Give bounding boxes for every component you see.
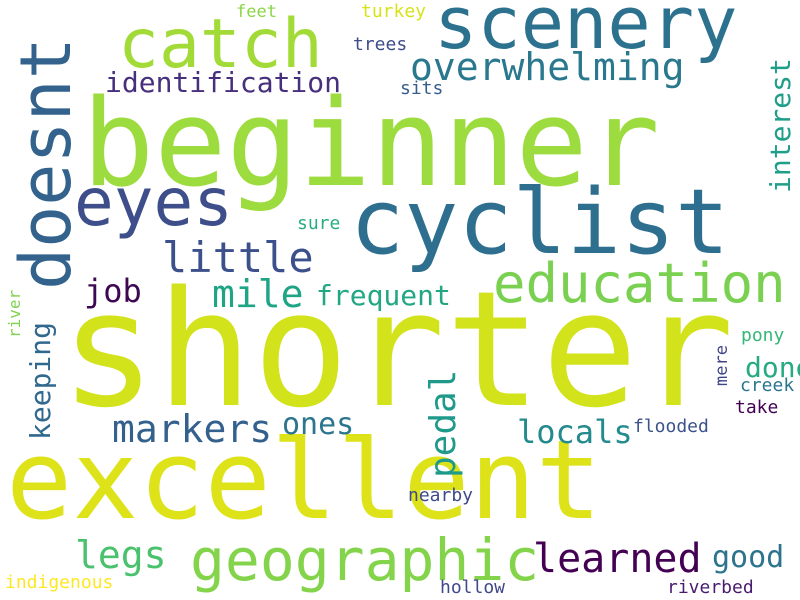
word-job: job (84, 272, 142, 310)
word-riverbed: riverbed (667, 577, 754, 598)
word-excellent: excellent (6, 416, 602, 544)
word-legs: legs (75, 533, 167, 577)
word-feet: feet (236, 2, 277, 22)
word-creek: creek (740, 375, 794, 396)
word-geographic: geographic (190, 526, 539, 594)
word-beginner: beginner (82, 75, 660, 214)
word-overwhelming: overwhelming (410, 45, 685, 89)
word-learned: learned (533, 536, 702, 582)
word-nearby: nearby (408, 485, 473, 506)
word-pony: pony (741, 325, 785, 346)
word-ones: ones (282, 407, 354, 442)
word-interest: interest (764, 58, 797, 193)
word-doesnt: doesnt (5, 37, 87, 290)
word-turkey: turkey (361, 1, 426, 22)
word-cyclist: cyclist (350, 170, 729, 275)
word-done: done (745, 351, 800, 384)
word-frequent: frequent (316, 279, 451, 312)
word-river: river (5, 289, 24, 338)
word-little: little (162, 233, 314, 282)
word-trees: trees (353, 34, 407, 55)
word-good: good (712, 540, 784, 575)
word-markers: markers (112, 407, 272, 451)
word-shorter: shorter (60, 256, 734, 443)
word-pedal: pedal (423, 370, 464, 478)
word-eyes: eyes (74, 164, 233, 241)
word-sure: sure (297, 213, 340, 234)
word-sits: sits (400, 78, 443, 99)
word-flooded: flooded (633, 416, 709, 437)
word-identification: identification (105, 66, 341, 99)
word-education: education (493, 252, 786, 315)
word-take: take (735, 397, 778, 418)
word-catch: catch (118, 5, 323, 84)
word-mere: mere (712, 345, 732, 386)
word-hollow: hollow (440, 577, 505, 598)
word-scenery: scenery (434, 0, 737, 65)
word-mile: mile (212, 272, 304, 316)
word-keeping: keeping (24, 322, 57, 440)
word-locals: locals (517, 413, 633, 451)
word-indigenous: indigenous (5, 572, 113, 593)
